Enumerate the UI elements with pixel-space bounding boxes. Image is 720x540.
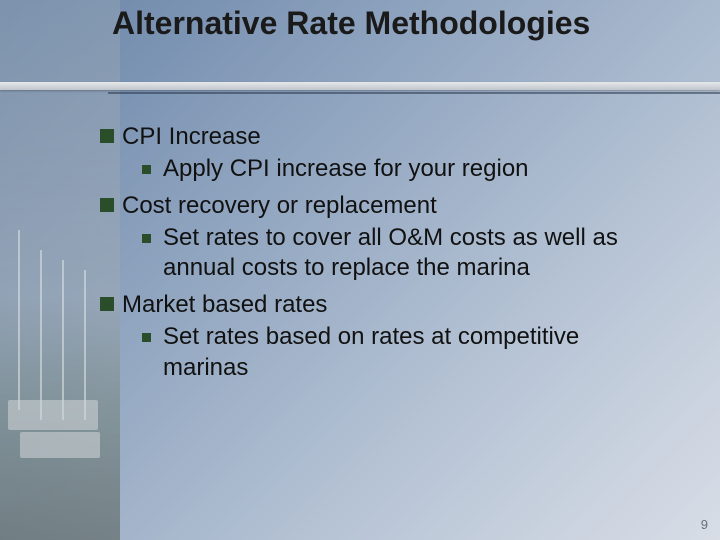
slide-body: CPI Increase Apply CPI increase for your… [100, 116, 660, 384]
square-bullet-icon [142, 165, 151, 174]
decorative-mast [40, 250, 42, 420]
slide-title: Alternative Rate Methodologies [112, 6, 672, 41]
decorative-hull [8, 400, 98, 430]
list-item-label: Cost recovery or replacement [122, 191, 437, 221]
square-bullet-icon [100, 198, 114, 212]
list-item: Cost recovery or replacement [100, 191, 660, 221]
list-item: Market based rates [100, 290, 660, 320]
list-subitem-label: Set rates to cover all O&M costs as well… [163, 223, 660, 284]
list-item-label: CPI Increase [122, 122, 261, 152]
slide: Alternative Rate Methodologies CPI Incre… [0, 0, 720, 540]
decorative-mast [18, 230, 20, 410]
list-subitem-label: Set rates based on rates at competitive … [163, 322, 660, 383]
list-subitem: Set rates based on rates at competitive … [142, 322, 660, 383]
decorative-mast [84, 270, 86, 420]
title-underline [108, 92, 720, 94]
list-item: CPI Increase [100, 122, 660, 152]
list-item-label: Market based rates [122, 290, 327, 320]
square-bullet-icon [100, 129, 114, 143]
square-bullet-icon [142, 234, 151, 243]
decorative-hull [20, 432, 100, 458]
square-bullet-icon [142, 333, 151, 342]
decorative-mast [62, 260, 64, 420]
square-bullet-icon [100, 297, 114, 311]
title-band [0, 82, 720, 90]
list-subitem: Set rates to cover all O&M costs as well… [142, 223, 660, 284]
page-number: 9 [701, 517, 708, 532]
list-subitem-label: Apply CPI increase for your region [163, 154, 529, 185]
list-subitem: Apply CPI increase for your region [142, 154, 660, 185]
